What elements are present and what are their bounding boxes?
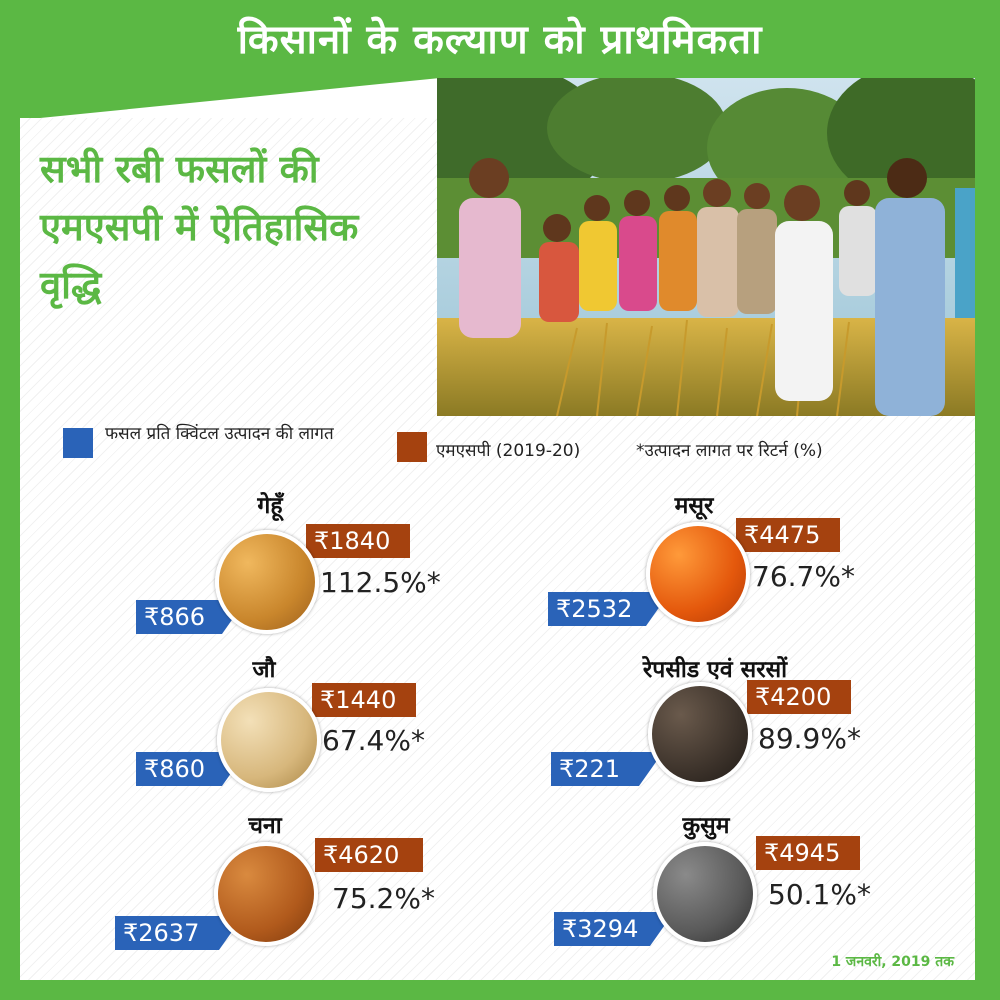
- safflower-seeds-icon: [653, 842, 757, 946]
- cost-legend-swatch: [63, 428, 93, 458]
- cost-tag-barley: ₹860: [136, 752, 246, 786]
- crop-name-barley: जौ: [252, 657, 276, 683]
- msp-tag-gram: ₹4620: [315, 838, 423, 872]
- msp-tag-wheat: ₹1840: [306, 524, 410, 558]
- return-barley: 67.4%*: [322, 724, 425, 757]
- return-wheat: 112.5%*: [320, 566, 441, 599]
- crop-name-safflower: कुसुम: [682, 813, 730, 839]
- panel-notch: [20, 78, 440, 120]
- cost-tag-lentil: ₹2532: [548, 592, 670, 626]
- msp-tag-lentil: ₹4475: [736, 518, 840, 552]
- msp-tag-safflower: ₹4945: [756, 836, 860, 870]
- lentil-grains-icon: [646, 522, 750, 626]
- barley-grains-icon: [217, 688, 321, 792]
- return-gram: 75.2%*: [332, 882, 435, 915]
- mustard-seeds-icon: [648, 682, 752, 786]
- farmers-field-illustration: [437, 78, 975, 416]
- crop-name-lentil: मसूर: [674, 493, 714, 519]
- msp-legend-swatch: [397, 432, 427, 462]
- crop-name-mustard: रेपसीड एवं सरसों: [642, 657, 788, 683]
- crop-name-gram: चना: [248, 813, 282, 839]
- cost-tag-mustard: ₹221: [551, 752, 663, 786]
- msp-tag-barley: ₹1440: [312, 683, 416, 717]
- crop-name-wheat: गेहूँ: [257, 493, 283, 519]
- msp-tag-mustard: ₹4200: [747, 680, 851, 714]
- headline: सभी रबी फसलों की एमएसपी में ऐतिहासिक वृद…: [40, 147, 359, 307]
- gram-grains-icon: [214, 842, 318, 946]
- return-legend-label: *उत्पादन लागत पर रिटर्न (%): [636, 441, 823, 461]
- msp-legend-label: एमएसपी (2019-20): [436, 441, 581, 461]
- page-title: किसानों के कल्याण को प्राथमिकता: [237, 17, 763, 63]
- return-mustard: 89.9%*: [758, 722, 861, 755]
- cost-tag-wheat: ₹866: [136, 600, 246, 634]
- return-lentil: 76.7%*: [752, 560, 855, 593]
- wheat-grains-icon: [215, 530, 319, 634]
- cost-tag-safflower: ₹3294: [554, 912, 674, 946]
- return-safflower: 50.1%*: [768, 878, 871, 911]
- cost-tag-gram: ₹2637: [115, 916, 243, 950]
- cost-legend-label: फसल प्रति क्विंटल उत्पादन की लागत: [105, 424, 334, 444]
- farmers-field-photo: [437, 78, 975, 416]
- date-footnote: 1 जनवरी, 2019 तक: [831, 954, 954, 970]
